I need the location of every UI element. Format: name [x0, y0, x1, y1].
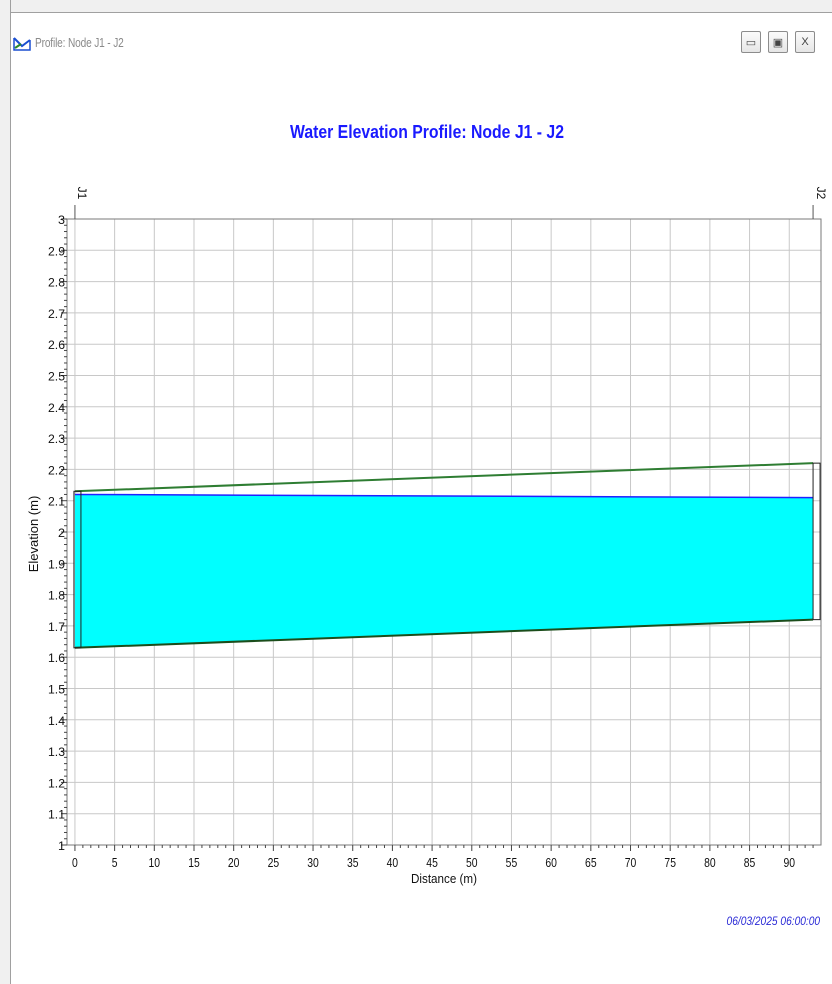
node-wall-j1 — [73, 490, 82, 649]
y-tick-label: 2.3 — [48, 432, 65, 446]
y-tick-label: 1.8 — [48, 589, 65, 603]
y-tick-label: 2.2 — [48, 463, 65, 477]
y-tick-label: 2.6 — [48, 338, 65, 352]
restore-icon: ▣ — [772, 36, 784, 49]
x-tick-label: 25 — [268, 856, 280, 870]
x-tick-label: 65 — [585, 856, 597, 870]
y-tick-label: 2.8 — [48, 276, 65, 290]
close-icon: X — [801, 36, 809, 48]
conduit-crown-line — [74, 462, 814, 493]
y-tick-label: 1 — [58, 839, 65, 853]
x-tick-label: 90 — [783, 856, 795, 870]
close-button[interactable]: X — [795, 31, 815, 53]
x-tick-label: 10 — [149, 856, 161, 870]
y-tick-label: 1.6 — [48, 651, 65, 665]
parent-window-edge-left — [0, 0, 11, 984]
node-wall-j2 — [812, 462, 821, 621]
y-tick-label: 1.1 — [48, 808, 65, 822]
y-tick-label: 2.7 — [48, 307, 65, 321]
x-tick-label: 15 — [188, 856, 200, 870]
x-axis-label: Distance (m) — [411, 871, 477, 886]
minimize-button[interactable]: ▭ — [741, 31, 761, 53]
y-tick-label: 2.9 — [48, 244, 65, 258]
node-label-j1: J1 — [75, 187, 89, 200]
x-tick-label: 30 — [307, 856, 319, 870]
water-area — [74, 494, 814, 648]
y-tick-label: 1.5 — [48, 683, 65, 697]
restore-button[interactable]: ▣ — [768, 31, 788, 53]
water-surface-line — [74, 493, 814, 499]
parent-window-edge-top — [0, 0, 832, 13]
window-title: Profile: Node J1 - J2 — [35, 35, 124, 50]
y-axis-label: Elevation (m) — [26, 496, 41, 573]
y-tick-label: 2.4 — [48, 401, 65, 415]
y-tick-label: 2.1 — [48, 495, 65, 509]
x-tick-label: 45 — [426, 856, 438, 870]
x-tick-label: 5 — [112, 856, 118, 870]
x-tick-label: 40 — [387, 856, 399, 870]
x-tick-label: 50 — [466, 856, 478, 870]
y-tick-label: 3 — [58, 213, 65, 227]
y-tick-label: 1.4 — [48, 714, 65, 728]
x-tick-label: 70 — [625, 856, 637, 870]
x-tick-label: 75 — [664, 856, 676, 870]
profile-plot-icon — [13, 37, 31, 51]
node-label-j2: J2 — [814, 187, 828, 200]
minimize-icon: ▭ — [745, 36, 757, 49]
chart-title: Water Elevation Profile: Node J1 - J2 — [290, 122, 564, 142]
y-tick-label: 1.7 — [48, 620, 65, 634]
title-bar[interactable]: Profile: Node J1 - J2 ▭ ▣ X — [11, 13, 832, 77]
y-tick-label: 2 — [58, 526, 65, 540]
x-tick-label: 85 — [744, 856, 756, 870]
conduit-invert-line — [74, 618, 814, 649]
x-tick-label: 0 — [72, 856, 78, 870]
x-tick-label: 35 — [347, 856, 359, 870]
y-tick-label: 2.5 — [48, 370, 65, 384]
x-tick-label: 80 — [704, 856, 716, 870]
y-tick-label: 1.2 — [48, 776, 65, 790]
timestamp: 06/03/2025 06:00:00 — [726, 914, 820, 928]
x-tick-label: 60 — [545, 856, 557, 870]
y-tick-label: 1.9 — [48, 557, 65, 571]
x-tick-label: 55 — [506, 856, 518, 870]
x-tick-label: 20 — [228, 856, 240, 870]
y-tick-label: 1.3 — [48, 745, 65, 759]
